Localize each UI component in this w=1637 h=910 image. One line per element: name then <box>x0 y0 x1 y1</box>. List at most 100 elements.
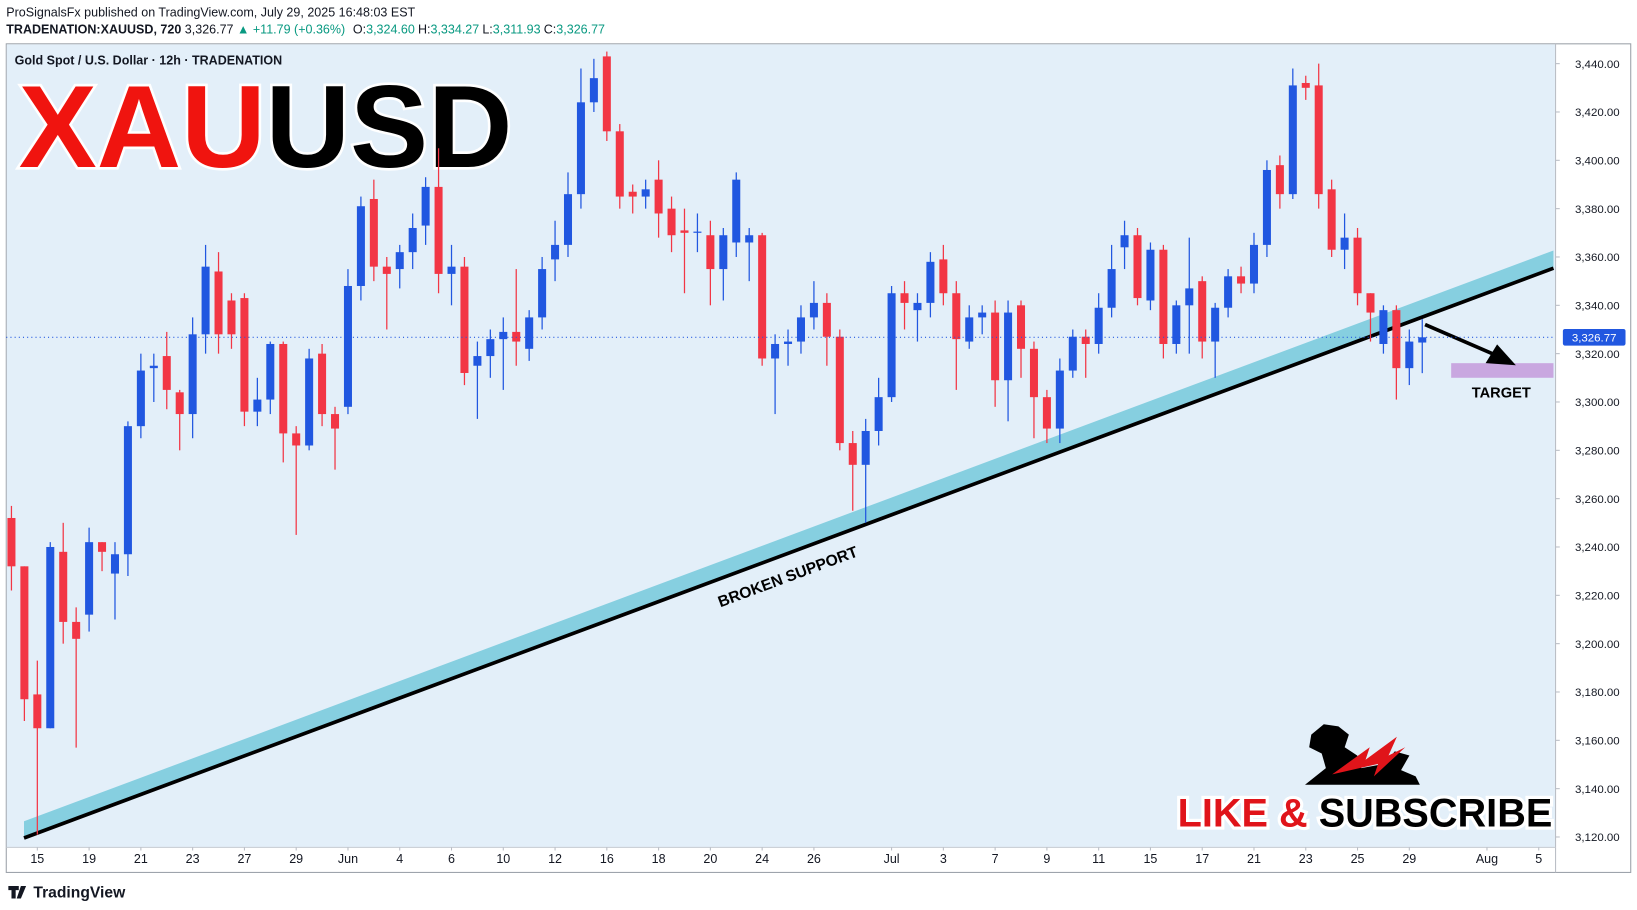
target-arrow <box>1424 322 1496 357</box>
candle-body <box>1275 165 1284 195</box>
x-tick-label: 27 <box>237 852 251 866</box>
candle-body <box>408 227 417 253</box>
candle-body <box>473 356 482 366</box>
ohlc-label: C: <box>544 22 557 36</box>
x-tick-label: 21 <box>1247 852 1261 866</box>
candle-body <box>628 191 637 197</box>
candle-body <box>667 208 676 236</box>
candle-body <box>1262 169 1271 245</box>
candle-body <box>214 271 223 335</box>
x-tick-label: 9 <box>1043 852 1050 866</box>
candle-body <box>162 356 171 390</box>
candle-body <box>965 317 974 342</box>
candle-body <box>382 266 391 274</box>
y-tick-label: 3,380.00 <box>1575 204 1620 216</box>
candle-body <box>1366 293 1375 313</box>
y-tick-label: 3,320.00 <box>1575 349 1620 361</box>
candle-body <box>732 179 741 243</box>
y-tick-label: 3,120.00 <box>1575 832 1620 844</box>
brand: TradingView <box>33 884 126 901</box>
candle-body <box>822 302 831 337</box>
candle-body <box>1146 249 1155 301</box>
candle-body <box>693 231 702 233</box>
x-tick-label: 7 <box>992 852 999 866</box>
candle-body <box>796 317 805 342</box>
candle-body <box>486 339 495 357</box>
change: ▲ +11.79 (+0.36%) <box>237 22 345 36</box>
x-tick-label: 6 <box>448 852 455 866</box>
x-tick-label: 21 <box>134 852 148 866</box>
promo-part: SUBSCRIBE <box>1319 792 1553 836</box>
candle-body <box>900 293 909 303</box>
candle-body <box>72 621 81 639</box>
candles <box>7 51 1427 835</box>
y-tick-label: 3,360.00 <box>1575 252 1620 264</box>
x-tick-label: 26 <box>807 852 821 866</box>
support-line <box>23 266 1555 840</box>
candle-body <box>589 78 598 103</box>
candle-body <box>538 269 547 318</box>
y-tick-label: 3,240.00 <box>1575 542 1620 554</box>
candle-body <box>602 56 611 132</box>
candle-body <box>978 312 987 318</box>
x-tick-label: 4 <box>396 852 403 866</box>
candle-body <box>991 312 1000 381</box>
candle-body <box>395 252 404 270</box>
target-zone <box>1451 363 1554 378</box>
candle-body <box>1159 249 1168 344</box>
x-tick-label: 19 <box>82 852 96 866</box>
candle-body <box>1288 85 1297 195</box>
candle-body <box>292 433 301 446</box>
x-tick-label: Aug <box>1476 852 1498 866</box>
candle-body <box>771 343 780 359</box>
target-arrow-head <box>1485 344 1516 366</box>
y-tick-label: 3,140.00 <box>1575 784 1620 796</box>
candle-body <box>719 235 728 270</box>
y-tick-label: 3,260.00 <box>1575 494 1620 506</box>
promo-part: LIKE & <box>1178 792 1308 836</box>
support-band <box>24 250 1554 838</box>
logo-shape <box>1305 724 1420 785</box>
x-tick-label: 29 <box>289 852 303 866</box>
candle-body <box>680 230 689 233</box>
candle-body <box>809 302 818 318</box>
y-tick-label: 3,160.00 <box>1575 736 1620 748</box>
candle-body <box>1249 244 1259 284</box>
logo-swoosh <box>1332 736 1406 777</box>
candle-body <box>1392 310 1401 369</box>
x-tick-label: Jun <box>338 852 358 866</box>
candle-body <box>46 546 55 729</box>
candle-body <box>1340 237 1349 250</box>
candle-body <box>1017 305 1026 349</box>
promo: LIKE & SUBSCRIBE <box>1178 792 1553 836</box>
overlay-title-part: XAU <box>19 61 266 192</box>
candle-body <box>913 302 922 311</box>
candle-body <box>551 244 560 260</box>
target-label: TARGET <box>1472 386 1531 402</box>
candle-body <box>447 266 456 274</box>
candle-body <box>1185 288 1194 306</box>
y-tick-label: 3,420.00 <box>1575 107 1620 119</box>
candle-body <box>758 235 767 359</box>
x-tick-label: 20 <box>703 852 717 866</box>
candle-body <box>1301 82 1310 88</box>
candle-body <box>1405 341 1414 369</box>
x-tick-label: 12 <box>548 852 562 866</box>
candle-body <box>33 694 42 729</box>
candle-body <box>1327 189 1336 250</box>
last: 3,326.77 <box>185 22 234 36</box>
candle-body <box>1081 336 1090 344</box>
candle-body <box>706 235 715 270</box>
y-tick-label: 3,280.00 <box>1575 445 1620 457</box>
candle-body <box>1055 370 1064 429</box>
candle-body <box>201 266 210 335</box>
ohlc-value: 3,324.60 <box>366 22 415 36</box>
candle-body <box>1004 312 1013 381</box>
x-tick-label: 17 <box>1195 852 1209 866</box>
ohlc-value: 3,334.27 <box>431 22 480 36</box>
ohlc-label: O: <box>353 22 366 36</box>
candle-body <box>525 317 534 349</box>
y-tick-label: 3,400.00 <box>1575 155 1620 167</box>
logo <box>1305 724 1420 785</box>
